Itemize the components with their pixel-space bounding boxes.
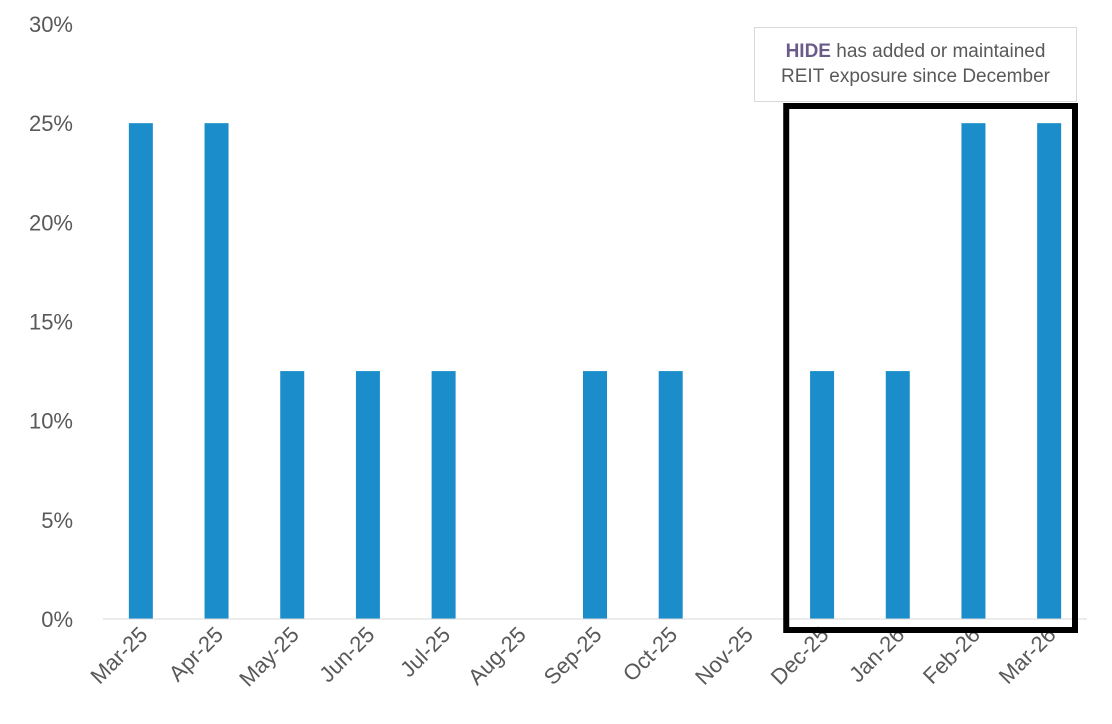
bar [129, 123, 153, 619]
y-tick-label: 10% [29, 409, 73, 434]
annotation-line2: REIT exposure since December [781, 66, 1050, 87]
bar [280, 371, 304, 619]
bar [886, 371, 910, 619]
y-axis: 0% 5% 10% 15% 20% 25% 30% [29, 12, 73, 632]
bar [356, 371, 380, 619]
x-tick-label: Mar-25 [85, 622, 152, 689]
y-tick-label: 15% [29, 310, 73, 335]
bar [583, 371, 607, 619]
y-tick-label: 25% [29, 111, 73, 136]
y-tick-label: 20% [29, 210, 73, 235]
bar [659, 371, 683, 619]
bar [205, 123, 229, 619]
x-tick-label: May-25 [234, 622, 304, 692]
annotation-box: HIDE has added or maintained REIT exposu… [754, 27, 1077, 102]
bar [810, 371, 834, 619]
annotation-bold: HIDE [786, 41, 831, 62]
bar [1037, 123, 1061, 619]
annotation-line1: has added or maintained [831, 41, 1045, 62]
y-tick-label: 0% [41, 607, 73, 632]
x-tick-label: Oct-25 [618, 622, 682, 686]
x-tick-label: Nov-25 [690, 622, 758, 690]
x-tick-label: Sep-25 [539, 622, 607, 690]
bars [129, 123, 1061, 619]
y-tick-label: 5% [41, 508, 73, 533]
bar [961, 123, 985, 619]
x-tick-label: Jun-25 [314, 622, 379, 687]
x-tick-label: Aug-25 [463, 622, 531, 690]
y-tick-label: 30% [29, 12, 73, 37]
x-tick-label: Apr-25 [164, 622, 228, 686]
x-tick-label: Jul-25 [395, 622, 455, 682]
bar [432, 371, 456, 619]
